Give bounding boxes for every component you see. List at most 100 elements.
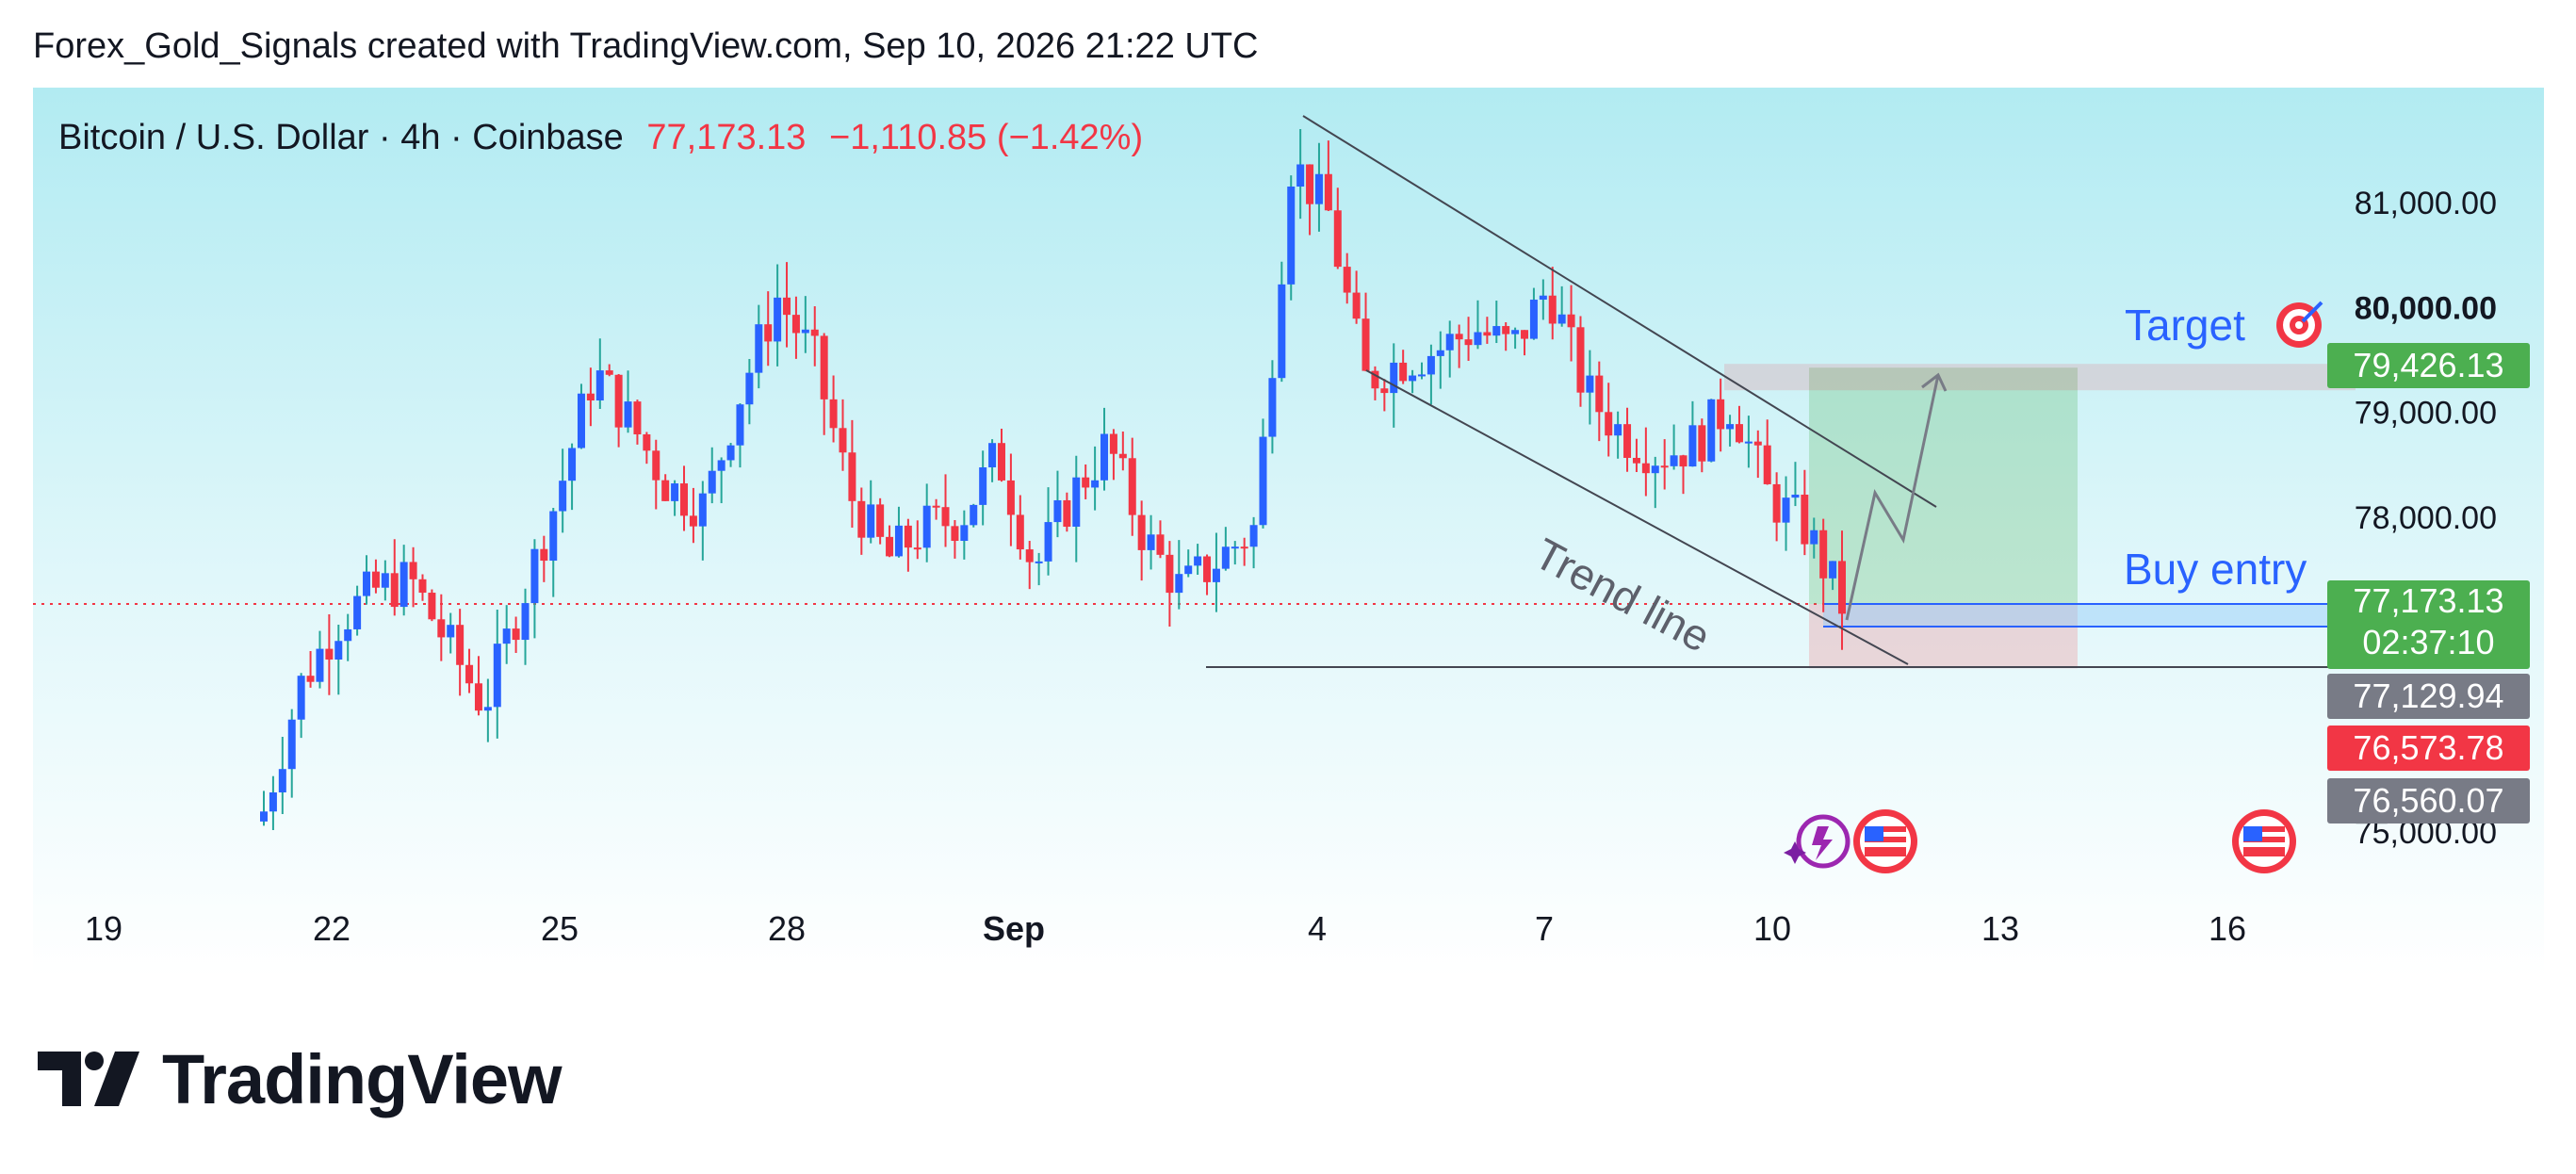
candle-body xyxy=(726,445,735,461)
candle-body xyxy=(428,593,436,620)
candle-body xyxy=(1082,477,1090,488)
candle-body xyxy=(530,548,539,604)
candle-body xyxy=(904,525,912,548)
profit-zone xyxy=(1809,367,2078,605)
candle-body xyxy=(456,625,465,665)
candles[interactable] xyxy=(260,129,1846,830)
price-chart[interactable]: 81,000.0080,000.0079,000.0078,000.0075,0… xyxy=(33,88,2544,977)
candle-body xyxy=(1371,370,1379,389)
candle-body xyxy=(493,644,501,708)
candle-body xyxy=(269,791,277,812)
candle-body xyxy=(1744,441,1753,444)
candle-body xyxy=(344,628,352,642)
candle-body xyxy=(1651,465,1659,474)
tradingview-logo-text: TradingView xyxy=(162,1039,562,1118)
candle-body xyxy=(353,595,362,629)
candle-body xyxy=(1296,164,1305,187)
candle-body xyxy=(755,324,763,373)
buy-entry-label[interactable]: Buy entry xyxy=(2124,545,2307,594)
candle-body xyxy=(1455,334,1463,340)
candle-body xyxy=(1175,574,1183,594)
candle-body xyxy=(1763,445,1771,484)
x-tick-label: 19 xyxy=(85,909,122,948)
candle-body xyxy=(1221,546,1230,569)
candle-body xyxy=(783,297,791,316)
candle-body xyxy=(1231,546,1239,549)
upper-trend-line xyxy=(1302,115,1937,508)
x-tick-label: 16 xyxy=(2209,909,2246,948)
candle-body xyxy=(680,483,689,516)
candle-body xyxy=(1717,399,1725,430)
candle-body xyxy=(1791,494,1800,498)
candle-body xyxy=(997,443,1005,481)
candle-body xyxy=(1314,173,1323,204)
drawings[interactable] xyxy=(1206,115,2356,668)
y-tick-label: 79,000.00 xyxy=(2355,396,2497,432)
candle-body xyxy=(1483,332,1492,336)
candle-body xyxy=(698,493,707,527)
candle-body xyxy=(334,641,343,660)
target-label[interactable]: Target xyxy=(2125,301,2245,350)
candle-body xyxy=(1409,375,1417,382)
y-axis[interactable]: 81,000.0080,000.0079,000.0078,000.0075,0… xyxy=(2355,186,2497,851)
position-zones xyxy=(1724,364,2356,669)
candle-body xyxy=(1445,334,1454,351)
candle-body xyxy=(1810,530,1818,545)
candle-body xyxy=(1492,326,1501,336)
candle-body xyxy=(1044,522,1052,562)
symbol-legend[interactable]: Bitcoin / U.S. Dollar · 4h · Coinbase 77… xyxy=(58,118,1143,158)
candle-body xyxy=(643,433,651,451)
price-change: −1,110.85 (−1.42%) xyxy=(829,118,1144,157)
candle-body xyxy=(1287,186,1296,285)
candle-body xyxy=(540,548,548,562)
candle-body xyxy=(1698,425,1706,462)
candle-body xyxy=(1614,424,1622,436)
candle-body xyxy=(325,648,334,660)
candle-body xyxy=(848,452,856,501)
candle-body xyxy=(381,573,389,588)
x-axis[interactable]: 19 22 25 28 Sep 4 7 10 13 16 xyxy=(85,909,2246,948)
candle-body xyxy=(399,562,408,608)
candle-body xyxy=(970,504,978,526)
candle-body xyxy=(1623,424,1632,458)
candle-body xyxy=(1380,388,1389,394)
candle-body xyxy=(390,573,399,608)
candle-body xyxy=(1605,412,1613,436)
candle-body xyxy=(717,460,726,471)
y-tick-label: 80,000.00 xyxy=(2355,290,2497,326)
candle-body xyxy=(1436,350,1444,356)
candle-body xyxy=(586,393,595,401)
candle-body xyxy=(1240,546,1248,549)
candle-body xyxy=(1137,514,1146,550)
candle-body xyxy=(1735,424,1743,443)
candle-body xyxy=(363,571,371,596)
candle-body xyxy=(1063,499,1071,527)
candle-body xyxy=(791,315,800,334)
candle-body xyxy=(1343,267,1351,293)
candle-body xyxy=(1753,441,1762,446)
candle-body xyxy=(1352,292,1361,319)
candle-body xyxy=(689,515,697,527)
candle-body xyxy=(1511,330,1520,334)
candle-body xyxy=(1660,465,1669,468)
candle-body xyxy=(1502,326,1510,334)
candle-body xyxy=(1838,561,1846,614)
x-tick-label: 25 xyxy=(541,909,579,948)
candle-body xyxy=(483,707,492,711)
candle-body xyxy=(1035,561,1043,563)
candle-body xyxy=(1361,318,1370,371)
candle-body xyxy=(474,683,482,711)
x-tick-label: 7 xyxy=(1535,909,1554,948)
candle-body xyxy=(774,297,782,342)
candle-body xyxy=(297,676,305,720)
candle-body xyxy=(521,603,530,641)
tradingview-logo[interactable]: TradingView xyxy=(38,1039,562,1118)
candle-body xyxy=(512,628,520,641)
candle-body xyxy=(1278,284,1286,379)
candle-body xyxy=(1091,480,1100,488)
stop-price-tag: 76,573.78 xyxy=(2327,726,2530,771)
lower-trend-line xyxy=(1365,369,1909,665)
candle-body xyxy=(960,525,969,542)
candle-body xyxy=(633,401,642,434)
candle-body xyxy=(1595,375,1604,413)
